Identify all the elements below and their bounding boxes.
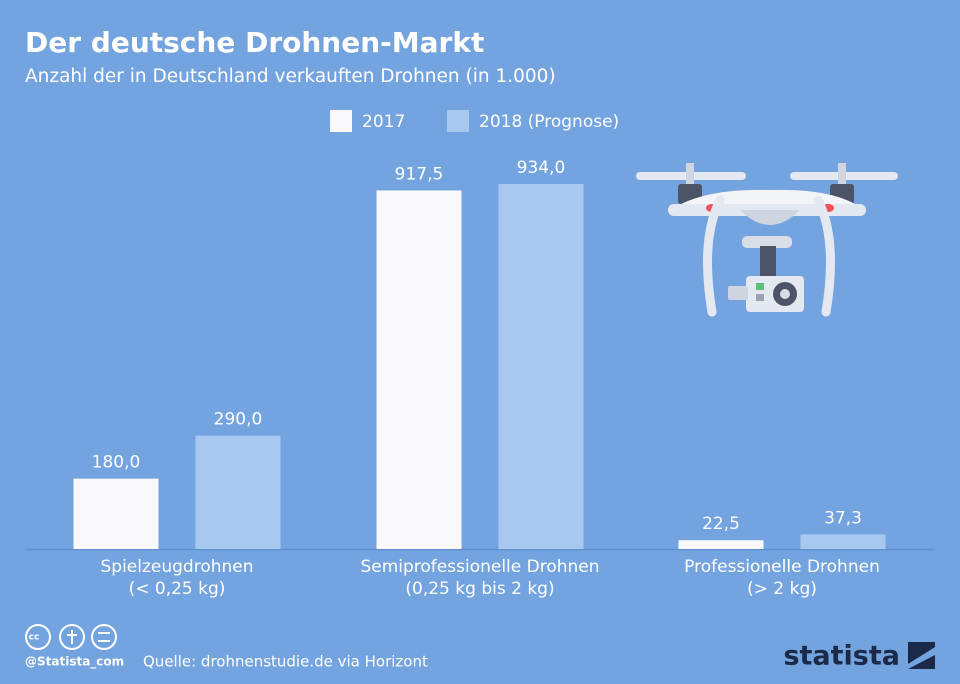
- source: Quelle: drohnenstudie.de via Horizont: [143, 653, 428, 671]
- value-label: 290,0: [214, 410, 263, 430]
- drone-illustration: [636, 163, 898, 317]
- cc-icon-text: cc: [29, 633, 40, 643]
- bar: [376, 190, 462, 550]
- brand-logo: statista: [783, 641, 900, 672]
- bar: [195, 435, 281, 549]
- value-label: 180,0: [92, 453, 141, 473]
- bar: [678, 540, 764, 549]
- value-label: 37,3: [824, 508, 862, 528]
- x-tick-label: (> 2 kg): [747, 579, 817, 599]
- chart-title: Der deutsche Drohnen-Markt: [25, 26, 484, 59]
- x-tick-label: (0,25 kg bis 2 kg): [405, 579, 554, 599]
- chart-subtitle: Anzahl der in Deutschland verkauften Dro…: [25, 66, 556, 87]
- legend-swatch: [447, 110, 469, 132]
- legend-label: 2017: [362, 112, 405, 132]
- x-tick-label: (< 0,25 kg): [129, 579, 226, 599]
- license-icons: [25, 624, 117, 650]
- credit: @Statista_com: [25, 655, 124, 670]
- x-tick-label: Professionelle Drohnen: [684, 557, 880, 577]
- bar: [73, 478, 159, 549]
- x-tick-label: Spielzeugdrohnen: [100, 557, 253, 577]
- bar: [800, 534, 886, 549]
- value-label: 934,0: [517, 158, 566, 178]
- x-tick-label: Semiprofessionelle Drohnen: [360, 557, 599, 577]
- brand-mark: [908, 642, 935, 669]
- value-label: 917,5: [395, 164, 444, 184]
- legend-swatch: [330, 110, 352, 132]
- value-label: 22,5: [702, 514, 740, 534]
- legend-label: 2018 (Prognose): [479, 112, 619, 132]
- bar: [498, 184, 584, 549]
